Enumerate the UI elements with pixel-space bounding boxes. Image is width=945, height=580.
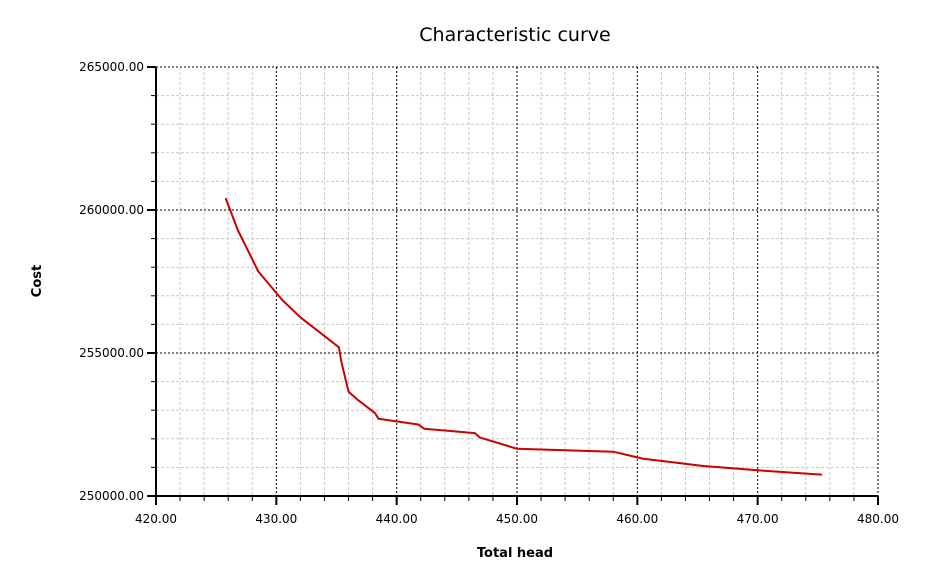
x-axis-label: Total head xyxy=(477,546,553,561)
y-tick-label: 250000.00 xyxy=(79,489,144,503)
data-point xyxy=(474,432,476,434)
y-tick-label: 255000.00 xyxy=(79,346,144,360)
data-point xyxy=(756,469,759,472)
data-point xyxy=(347,390,350,393)
data-point xyxy=(281,299,284,301)
data-point xyxy=(423,427,426,430)
grid xyxy=(155,66,879,497)
y-tick-label: 260000.00 xyxy=(79,203,144,217)
data-point xyxy=(299,316,302,319)
y-tick-label: 265000.00 xyxy=(79,60,144,74)
data-point xyxy=(820,473,823,476)
x-tick-label: 430.00 xyxy=(255,512,297,526)
y-axis: 250000.00 255000.00 260000.00 265000.00 xyxy=(79,60,156,503)
data-point xyxy=(702,465,705,467)
data-point xyxy=(340,360,343,363)
data-point xyxy=(516,448,518,450)
data-point xyxy=(237,229,239,231)
series-line xyxy=(224,198,822,476)
data-point xyxy=(338,346,340,349)
data-point xyxy=(417,423,420,426)
data-point xyxy=(612,450,615,453)
x-tick-label: 440.00 xyxy=(376,512,418,526)
x-tick-label: 470.00 xyxy=(737,512,779,526)
data-point xyxy=(357,399,359,401)
y-axis-label: Cost xyxy=(30,265,45,297)
data-point xyxy=(478,436,481,439)
x-tick-label: 460.00 xyxy=(616,512,658,526)
data-point xyxy=(377,417,380,420)
x-tick-label: 450.00 xyxy=(496,512,538,526)
series-group xyxy=(224,197,823,476)
x-tick-label: 420.00 xyxy=(135,512,177,526)
chart-title: Characteristic curve xyxy=(419,24,610,46)
x-tick-label: 480.00 xyxy=(857,512,899,526)
data-point xyxy=(642,458,645,460)
data-point xyxy=(374,412,376,414)
x-axis: 420.00 430.00 440.00 450.00 460.00 470.00 480.… xyxy=(135,496,899,526)
data-point xyxy=(224,197,227,200)
data-point xyxy=(257,270,260,273)
